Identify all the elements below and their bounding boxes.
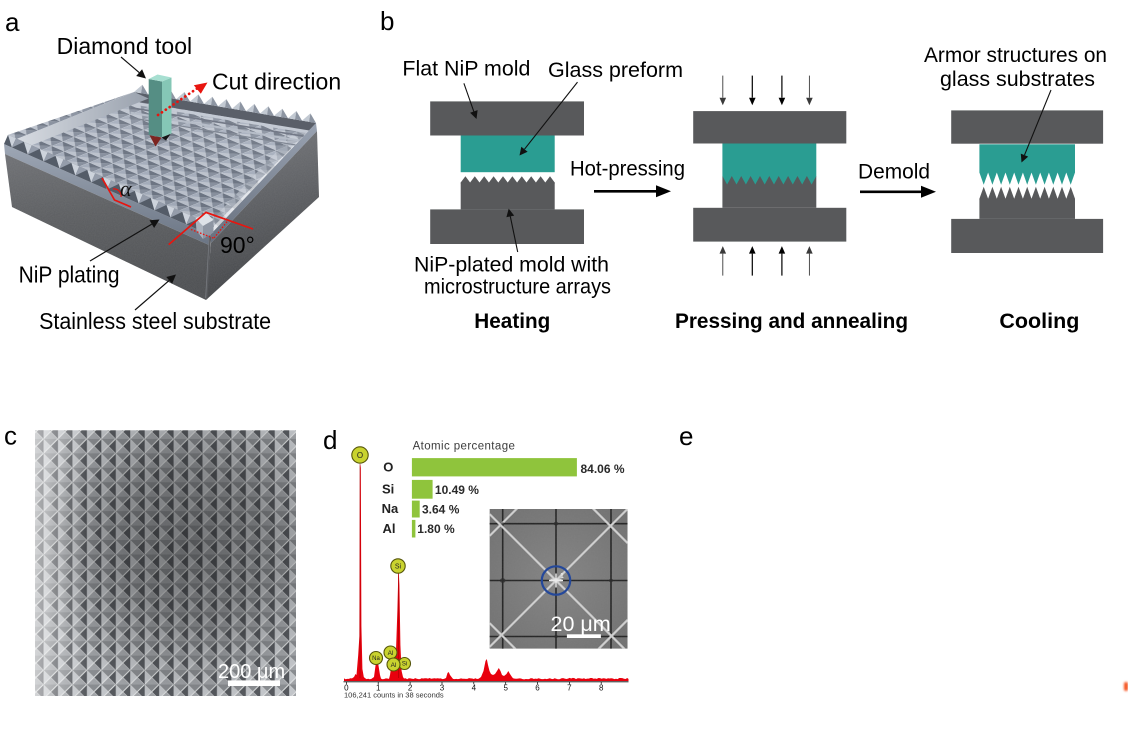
svg-text:Flat NiP mold: Flat NiP mold	[402, 58, 530, 81]
svg-text:200 μm: 200 μm	[218, 661, 285, 683]
svg-text:Diamond tool: Diamond tool	[57, 33, 193, 59]
svg-text:1.80 %: 1.80 %	[417, 522, 455, 536]
svg-text:106,241 counts in 38 seconds: 106,241 counts in 38 seconds	[344, 691, 444, 700]
svg-text:Armor structures on: Armor structures on	[924, 44, 1107, 67]
svg-text:10.49 %: 10.49 %	[435, 483, 479, 497]
svg-text:3: 3	[440, 684, 445, 693]
svg-text:Atomic percentage: Atomic percentage	[413, 441, 516, 453]
svg-text:Cooling: Cooling	[999, 310, 1079, 333]
svg-text:20 μm: 20 μm	[551, 612, 611, 636]
svg-text:6: 6	[535, 684, 540, 693]
svg-text:4: 4	[472, 684, 477, 693]
svg-text:8: 8	[599, 684, 604, 693]
svg-text:Demold: Demold	[858, 160, 930, 183]
svg-text:Al: Al	[388, 650, 394, 657]
svg-text:Hot-pressing: Hot-pressing	[570, 158, 685, 181]
svg-text:microstructure arrays: microstructure arrays	[424, 276, 611, 299]
svg-text:1: 1	[560, 573, 564, 580]
svg-text:Heating: Heating	[474, 310, 550, 333]
svg-text:Glass preform: Glass preform	[548, 59, 683, 82]
svg-text:Na: Na	[372, 656, 380, 662]
svg-text:Cut direction: Cut direction	[212, 69, 341, 95]
svg-text:Na: Na	[382, 501, 399, 516]
svg-text:3.64 %: 3.64 %	[422, 502, 460, 516]
svg-text:Al: Al	[383, 521, 396, 536]
svg-text:7: 7	[567, 684, 572, 693]
svg-text:a: a	[5, 7, 20, 37]
svg-text:glass substrates: glass substrates	[940, 68, 1095, 91]
svg-text:c: c	[4, 421, 17, 451]
svg-text:O: O	[357, 451, 363, 460]
svg-text:Pressing and annealing: Pressing and annealing	[675, 310, 908, 333]
svg-text:Stainless steel substrate: Stainless steel substrate	[39, 308, 271, 334]
svg-text:0: 0	[344, 684, 349, 693]
svg-text:Al: Al	[391, 662, 397, 669]
svg-text:84.06 %: 84.06 %	[581, 462, 625, 476]
svg-text:Si: Si	[382, 482, 394, 497]
svg-text:α: α	[120, 176, 132, 201]
svg-text:d: d	[323, 425, 337, 455]
svg-text:b: b	[380, 6, 394, 36]
svg-text:Si: Si	[402, 662, 407, 668]
svg-text:O: O	[383, 460, 393, 475]
svg-text:1: 1	[376, 684, 381, 693]
svg-text:NiP plating: NiP plating	[19, 261, 120, 287]
svg-text:90°: 90°	[220, 232, 255, 258]
svg-text:NiP-plated mold with: NiP-plated mold with	[414, 254, 609, 277]
svg-text:2: 2	[408, 684, 413, 693]
svg-text:5: 5	[503, 684, 508, 693]
svg-text:Si: Si	[395, 564, 402, 571]
